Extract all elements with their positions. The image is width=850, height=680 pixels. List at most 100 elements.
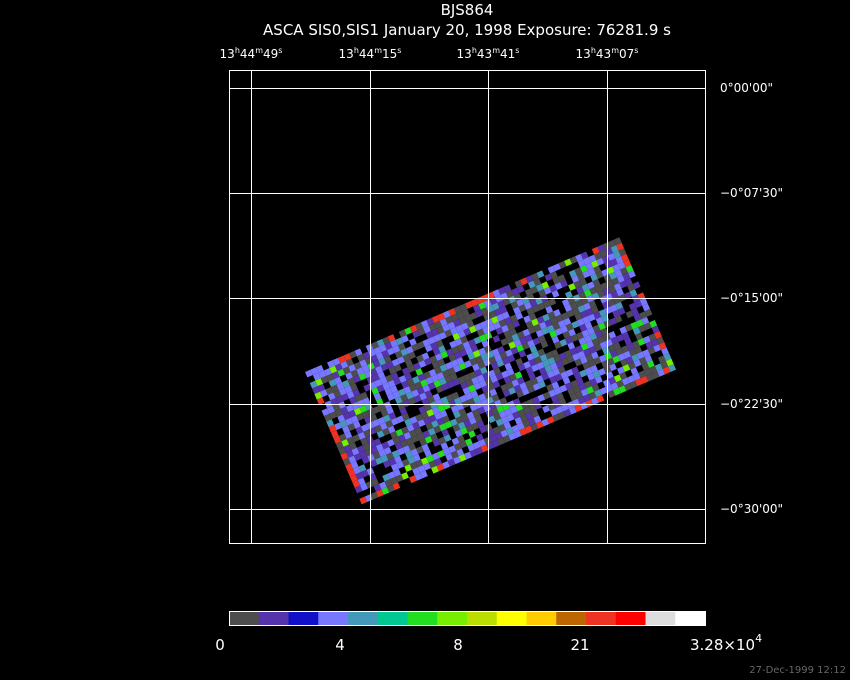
pixel	[520, 414, 528, 423]
pixel	[604, 352, 613, 361]
pixel	[457, 435, 465, 443]
pixel	[582, 270, 591, 279]
pixel	[431, 315, 440, 324]
pixel	[505, 290, 514, 298]
pixel	[327, 392, 336, 401]
dec-label: 0°00'00"	[720, 81, 773, 95]
pixel	[650, 338, 659, 347]
pixel	[638, 370, 647, 379]
pixel	[646, 327, 655, 336]
pixel	[485, 364, 494, 372]
pixel	[476, 420, 485, 428]
pixel	[509, 419, 517, 428]
pixel	[492, 334, 501, 343]
pixel	[574, 358, 583, 367]
pixel	[473, 336, 482, 345]
pixel	[421, 397, 430, 406]
pixel	[500, 338, 509, 346]
pixel	[402, 399, 411, 408]
pixel	[628, 270, 636, 279]
pixel	[390, 417, 399, 426]
pixel	[438, 436, 447, 445]
pixel	[623, 305, 632, 313]
pixel	[489, 434, 498, 443]
pixel	[588, 391, 597, 400]
pixel	[636, 305, 645, 314]
pixel	[594, 330, 603, 339]
pixel	[468, 430, 476, 439]
pixel	[360, 378, 369, 387]
pixel	[633, 313, 642, 322]
dec-label: −0°15'00"	[720, 291, 783, 305]
pixel	[537, 394, 546, 402]
pixel	[627, 329, 636, 338]
pixel	[598, 354, 607, 363]
pixel	[435, 431, 444, 439]
pixel	[582, 361, 591, 370]
pixel	[390, 371, 399, 380]
pixel	[494, 431, 503, 440]
pixel	[409, 324, 418, 333]
pixel	[492, 289, 501, 298]
pixel	[551, 335, 560, 344]
pixel	[526, 307, 535, 316]
pixel	[541, 372, 550, 381]
colorbar-max-label: 3.28×104	[690, 632, 762, 654]
pixel	[618, 248, 627, 257]
pixel	[581, 375, 590, 384]
pixel	[338, 433, 347, 442]
pixel	[525, 320, 534, 329]
ra-unit: h	[354, 46, 359, 55]
pixel	[440, 350, 449, 359]
pixel	[530, 423, 539, 432]
pixel	[377, 462, 386, 471]
pixel	[515, 403, 524, 412]
pixel	[544, 273, 553, 282]
pixel	[586, 340, 595, 349]
pixel	[356, 458, 365, 467]
pixel	[445, 361, 454, 370]
pixel	[357, 477, 366, 486]
pixel	[362, 351, 371, 360]
colorbar-swatch	[348, 611, 379, 625]
pixel	[632, 327, 641, 335]
pixel	[550, 408, 558, 417]
ra-label: 13h44m15s	[339, 46, 402, 61]
pixel	[544, 410, 553, 419]
pixel	[502, 297, 511, 306]
pixel	[518, 304, 527, 313]
pixel	[345, 358, 354, 367]
pixel	[523, 406, 532, 415]
pixel	[635, 364, 644, 373]
pixel	[356, 353, 365, 362]
pixel	[406, 378, 415, 387]
pixel	[440, 442, 449, 450]
pixel	[432, 438, 441, 447]
pixel	[516, 376, 525, 385]
pixel	[457, 343, 465, 352]
pixel	[383, 355, 392, 364]
pixel	[339, 374, 348, 383]
pixel	[508, 295, 517, 304]
pixel	[509, 405, 518, 414]
pixel	[612, 309, 621, 318]
pixel	[508, 386, 517, 395]
pixel	[564, 304, 573, 313]
pixel	[520, 323, 528, 332]
pixel	[514, 416, 523, 425]
pixel	[478, 393, 487, 402]
pixel	[545, 305, 554, 314]
pixel	[337, 414, 346, 423]
pixel	[363, 429, 372, 438]
pixel	[564, 336, 573, 345]
pixel	[626, 342, 635, 351]
pixel	[524, 425, 533, 434]
pixel	[557, 287, 565, 296]
pixel	[524, 301, 532, 310]
pixel	[608, 376, 617, 385]
pixel	[426, 363, 435, 372]
ra-value: 43	[596, 47, 611, 61]
pixel	[430, 342, 439, 350]
pixel	[541, 418, 550, 427]
pixel	[428, 323, 437, 332]
